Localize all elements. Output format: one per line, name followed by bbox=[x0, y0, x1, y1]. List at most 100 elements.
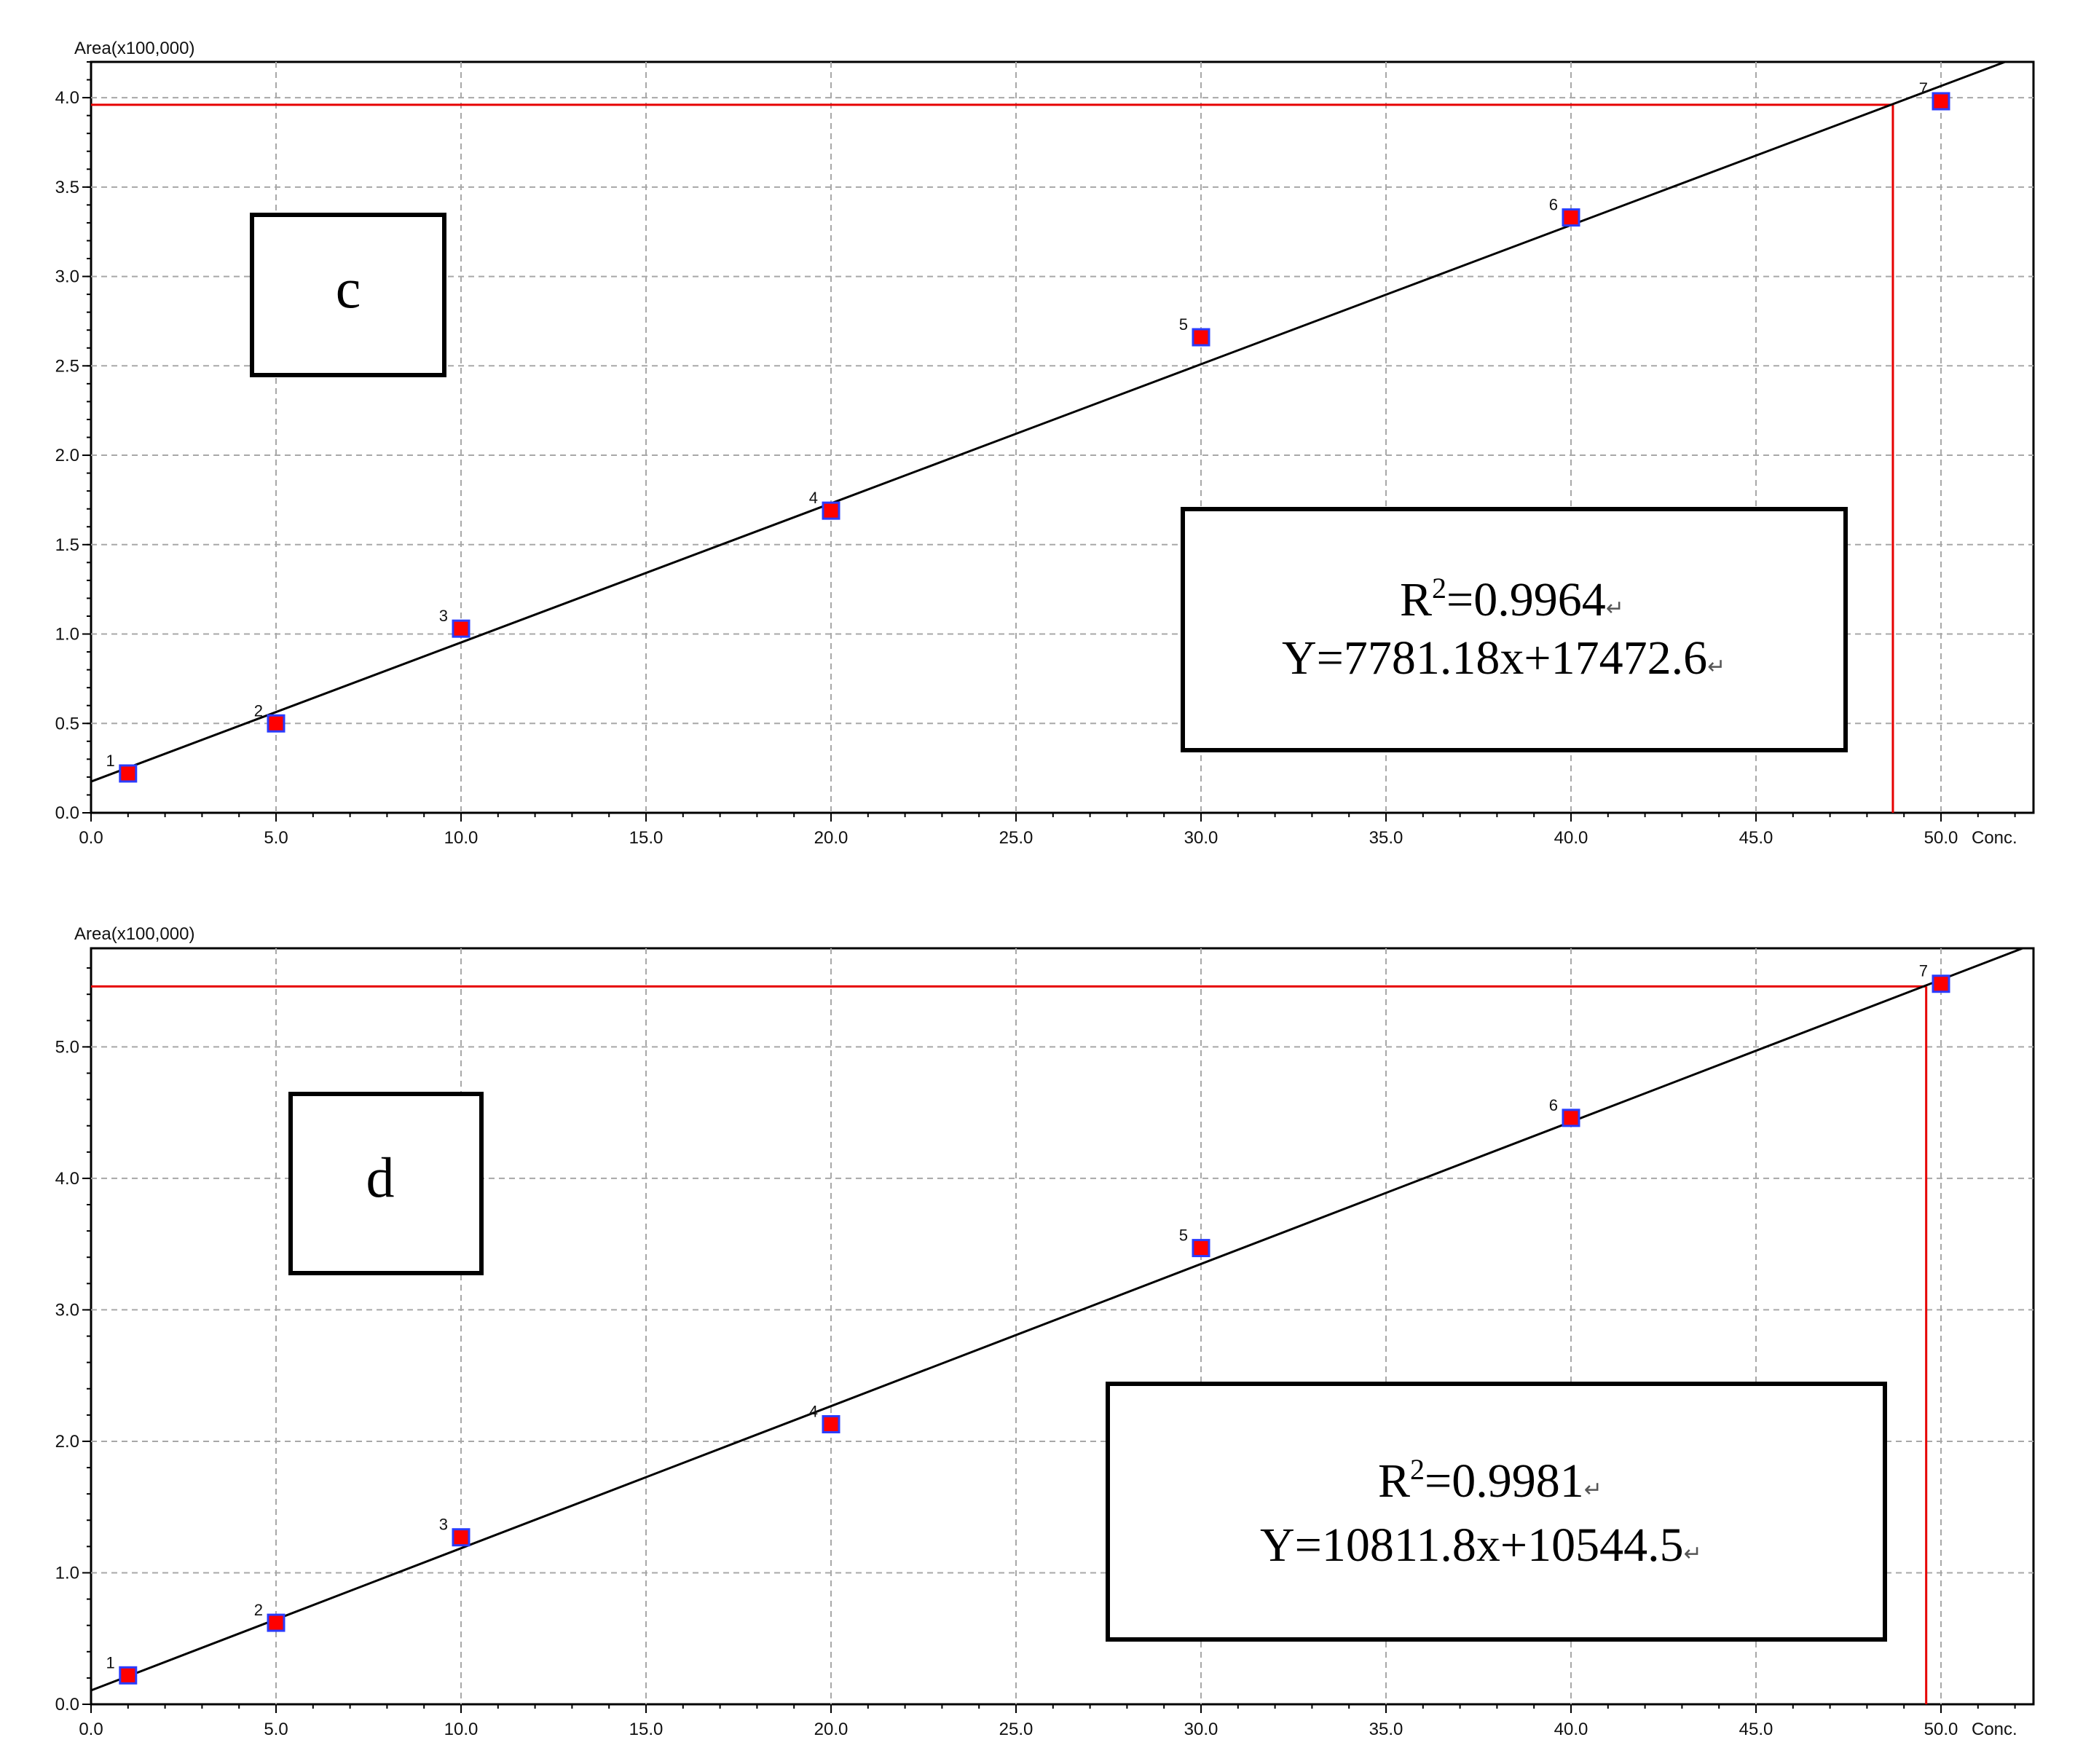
panel-c-y-tick-label: 4.0 bbox=[55, 88, 79, 108]
panel-d-data-point bbox=[267, 1613, 286, 1632]
panel-c-y-tick-label: 3.5 bbox=[55, 178, 79, 197]
panel-c-x-tick-label: 15.0 bbox=[629, 828, 664, 848]
panel-c-data-point bbox=[1562, 208, 1580, 227]
panel-c-point-label: 5 bbox=[1179, 315, 1188, 334]
panel-d-y-tick-label: 3.0 bbox=[55, 1300, 79, 1320]
panel-c-return-mark-1: ↵ bbox=[1606, 596, 1624, 621]
panel-c-point-label: 6 bbox=[1549, 196, 1558, 214]
panel-d-crosshair bbox=[91, 985, 1928, 1704]
panel-d-x-tick-label: 20.0 bbox=[814, 1720, 848, 1739]
panel-d-r2-text: R2=0.9981↵ bbox=[1378, 1453, 1602, 1508]
panel-d-x-tick-label: 10.0 bbox=[444, 1720, 479, 1739]
panel-c-return-mark-2: ↵ bbox=[1707, 655, 1725, 679]
panel-d-equation: Y=10811.8x+10544.5 bbox=[1260, 1519, 1684, 1572]
panel-d-x-tick-label: 5.0 bbox=[264, 1720, 288, 1739]
panel-c-y-tick-label: 0.5 bbox=[55, 714, 79, 733]
panel-c-data-point bbox=[119, 764, 138, 783]
panel-c-data-point bbox=[822, 501, 840, 520]
panel-d-y-tick-label: 5.0 bbox=[55, 1037, 79, 1057]
panel-c-y-tick-label: 3.0 bbox=[55, 267, 79, 287]
panel-d-point-label: 4 bbox=[809, 1402, 818, 1420]
panel-c-y-ticks: 0.0 0.5 1.0 1.5 2.0 2.5 3.0 3.5 4.0 bbox=[55, 61, 91, 823]
panel-c-x-tick-label: 0.0 bbox=[79, 828, 103, 848]
panel-d-chart: Area(x100,000) 1 2 3 4 5 6 7 0.0 1.0 2.0 3.0 4.0 5.… bbox=[55, 924, 2035, 1739]
panel-c-x-tick-label: 45.0 bbox=[1739, 828, 1773, 848]
panel-d-x-tick-label: 40.0 bbox=[1554, 1720, 1588, 1739]
panel-c-y-tick-label: 1.5 bbox=[55, 535, 79, 555]
panel-d-data-point bbox=[822, 1414, 840, 1433]
panel-c-point-label: 2 bbox=[254, 701, 263, 720]
panel-c-r2-sup: 2 bbox=[1432, 572, 1446, 605]
panel-c-y-tick-label: 1.0 bbox=[55, 625, 79, 645]
panel-c-data-point bbox=[1192, 328, 1210, 347]
panel-c-x-ticks: 0.0 5.0 10.0 15.0 20.0 25.0 30.0 35.0 40.0 45.0 50… bbox=[79, 813, 2017, 848]
panel-c-x-axis-title: Conc. bbox=[1972, 828, 2017, 848]
panel-c-data-point bbox=[452, 619, 470, 638]
panel-d-r2-sup: 2 bbox=[1410, 1453, 1425, 1486]
panel-d-x-tick-label: 45.0 bbox=[1739, 1720, 1773, 1739]
panel-d-x-ticks: 0.0 5.0 10.0 15.0 20.0 25.0 30.0 35.0 40.0 45.0 50… bbox=[79, 1704, 2017, 1739]
panel-c-y-tick-label: 2.5 bbox=[55, 356, 79, 376]
panel-d-point-label: 7 bbox=[1919, 962, 1928, 980]
panel-d-letter: d bbox=[366, 1146, 395, 1209]
panel-c-point-label: 3 bbox=[439, 607, 448, 625]
panel-c-data-point bbox=[1932, 92, 1950, 111]
panel-d-points: 1 2 3 4 5 6 7 bbox=[106, 962, 1950, 1685]
panel-d-y-ticks: 0.0 1.0 2.0 3.0 4.0 5.0 bbox=[55, 967, 91, 1714]
panel-c-fit-line bbox=[90, 60, 2006, 783]
panel-c-data-point bbox=[267, 714, 286, 733]
panel-c-x-tick-label: 5.0 bbox=[264, 828, 288, 848]
panel-d-data-point bbox=[119, 1666, 138, 1685]
panel-c-x-tick-label: 25.0 bbox=[999, 828, 1033, 848]
panel-d-x-tick-label: 30.0 bbox=[1184, 1720, 1218, 1739]
panel-c-equation-text: Y=7781.18x+17472.6↵ bbox=[1282, 631, 1725, 685]
panel-d-fit-line bbox=[90, 947, 2023, 1692]
panel-d-equation-box bbox=[1106, 1382, 1887, 1642]
panel-c-letter-box bbox=[250, 213, 446, 377]
panel-c-chart: Area(x100,000) 1 2 3 4 5 6 7 0.0 0.5 1.0 1.5 2.0 2.… bbox=[55, 39, 2035, 848]
panel-d-x-tick-label: 0.0 bbox=[79, 1720, 103, 1739]
panel-c-y-tick-label: 2.0 bbox=[55, 446, 79, 465]
panel-d-equation-text: Y=10811.8x+10544.5↵ bbox=[1260, 1519, 1702, 1572]
panel-d-point-label: 5 bbox=[1179, 1226, 1188, 1245]
panel-d-x-tick-label: 25.0 bbox=[999, 1720, 1033, 1739]
panel-c-point-label: 7 bbox=[1919, 79, 1928, 98]
panel-d-point-label: 1 bbox=[106, 1653, 115, 1672]
panel-c-points: 1 2 3 4 5 6 7 bbox=[106, 79, 1950, 783]
panel-c-equation-box bbox=[1181, 507, 1848, 752]
panel-d-data-point bbox=[1192, 1239, 1210, 1258]
panel-d-x-tick-label: 15.0 bbox=[629, 1720, 664, 1739]
panel-d-y-tick-label: 4.0 bbox=[55, 1169, 79, 1189]
panel-d-point-label: 2 bbox=[254, 1601, 263, 1619]
panel-c-r2-value: =0.9964 bbox=[1446, 573, 1606, 626]
panel-d-data-point bbox=[1932, 974, 1950, 993]
panel-d-return-mark-2: ↵ bbox=[1684, 1542, 1702, 1566]
panel-c-y-tick-label: 0.0 bbox=[55, 803, 79, 823]
panel-c-x-tick-label: 35.0 bbox=[1369, 828, 1403, 848]
panel-c-x-tick-label: 10.0 bbox=[444, 828, 479, 848]
panel-c-letter: c bbox=[336, 256, 361, 320]
panel-d-y-axis-title: Area(x100,000) bbox=[74, 924, 194, 944]
panel-c-x-tick-label: 30.0 bbox=[1184, 828, 1218, 848]
panel-c-crosshair bbox=[91, 103, 1894, 813]
panel-d-x-axis-title: Conc. bbox=[1972, 1720, 2017, 1739]
panel-d-r2-value: =0.9981 bbox=[1425, 1454, 1584, 1508]
panel-c-x-tick-label: 40.0 bbox=[1554, 828, 1588, 848]
panel-d-grid bbox=[91, 948, 2033, 1704]
panel-c-r2-prefix: R bbox=[1400, 573, 1432, 626]
panel-c-r2-text: R2=0.9964↵ bbox=[1400, 572, 1624, 626]
panel-c-x-tick-label: 20.0 bbox=[814, 828, 848, 848]
panel-d-letter-box bbox=[288, 1092, 484, 1275]
panel-d-x-tick-label: 50.0 bbox=[1924, 1720, 1958, 1739]
panel-c-x-tick-label: 50.0 bbox=[1924, 828, 1958, 848]
panel-d-r2-prefix: R bbox=[1378, 1454, 1410, 1508]
panel-d-x-tick-label: 35.0 bbox=[1369, 1720, 1403, 1739]
panel-d-point-label: 3 bbox=[439, 1516, 448, 1534]
panel-d-y-tick-label: 2.0 bbox=[55, 1432, 79, 1452]
panel-d-point-label: 6 bbox=[1549, 1096, 1558, 1114]
panel-d-data-point bbox=[1562, 1109, 1580, 1127]
panel-c-point-label: 4 bbox=[809, 489, 818, 507]
panel-c-y-axis-title: Area(x100,000) bbox=[74, 39, 194, 58]
panel-d-return-mark-1: ↵ bbox=[1584, 1478, 1602, 1502]
